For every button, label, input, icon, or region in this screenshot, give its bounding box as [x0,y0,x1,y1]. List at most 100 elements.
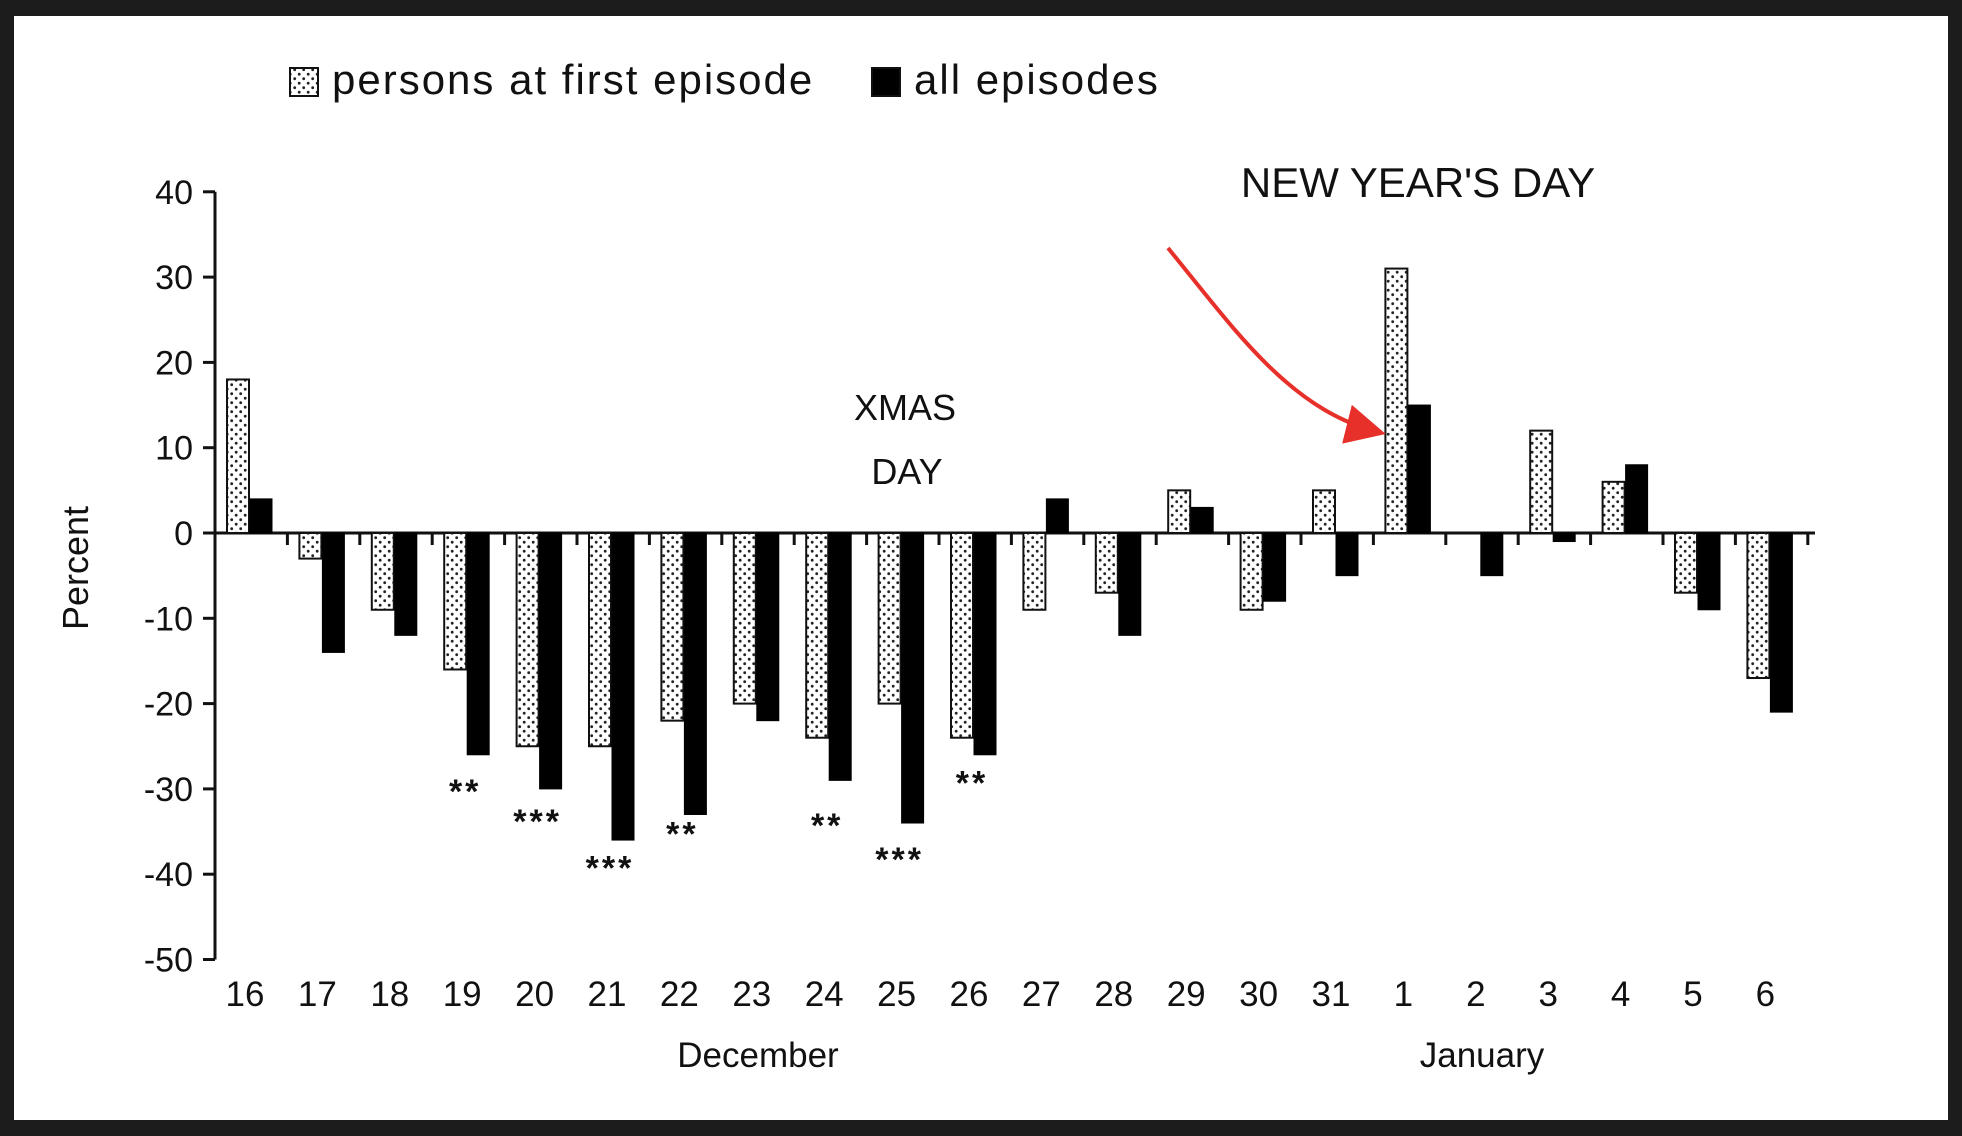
bar-persons-first-episode [370,532,395,611]
bar-persons-first-episode [732,532,757,705]
bar-persons-first-episode [950,532,974,739]
x-tick-label: 22 [660,975,699,1014]
bar-persons-first-episode [877,532,902,705]
bar-all-episodes [683,532,707,815]
bar-persons-first-episode [1022,532,1047,611]
bar-persons-first-episode [660,532,685,722]
x-tick-label: 25 [877,975,916,1014]
x-tick-label: 2 [1466,975,1485,1014]
bar-all-episodes [828,532,852,781]
bar-all-episodes [1625,464,1649,534]
bar-all-episodes [973,532,997,756]
x-tick-label: 24 [805,975,844,1014]
significance-marker: ** [449,773,481,811]
bar-persons-first-episode [1094,532,1119,594]
significance-markers: ********** ******* [449,764,988,888]
significance-marker: ** [956,764,988,802]
significance-marker: ** [811,807,843,845]
significance-marker: ** [666,816,698,854]
bar-all-episodes [539,532,563,790]
legend-swatch [871,67,901,97]
bar-persons-first-episode [226,378,250,534]
bar-all-episodes [1045,498,1069,534]
bar-persons-first-episode [1384,267,1409,534]
legend: persons at first episode all episodes [289,56,1160,103]
bar-all-episodes [1480,532,1504,577]
bar-all-episodes [611,532,635,841]
bar-all-episodes [1552,532,1576,543]
x-tick-label: 16 [226,975,265,1014]
bar-persons-first-episode [1601,480,1626,535]
x-tick-label: 3 [1538,975,1557,1014]
bar-all-episodes [1407,404,1431,534]
x-tick-label: 28 [1094,975,1133,1014]
y-tick-label: -20 [144,686,193,724]
y-tick-label: -40 [144,856,193,894]
annotation-xmas-line2: DAY [871,451,942,492]
y-tick-label: 10 [155,430,193,468]
month-label: December [677,1036,839,1075]
y-tick-label: 20 [155,344,193,382]
bar-all-episodes [1697,532,1721,611]
x-tick-labels: 16 17 18 19 20 21 22 23 24 25 26 27 28 29 30 31 1 2 3 4 5 6De… [226,975,1776,1075]
bar-persons-first-episode [443,532,468,671]
significance-marker: *** [586,850,635,888]
bar-all-episodes [1335,532,1359,577]
x-tick-label: 21 [588,975,627,1014]
bar-persons-first-episode [1312,489,1336,535]
significance-marker: *** [513,803,562,841]
y-tick-label: -30 [144,771,193,809]
annotations: XMAS DAY NEW YEAR'S DAY [854,159,1595,492]
y-tick-label: 0 [174,515,193,553]
bar-persons-first-episode [1239,532,1264,611]
bar-all-episodes [466,532,490,756]
month-label: January [1420,1036,1545,1075]
bar-persons-first-episode [515,532,540,748]
bar-persons-first-episode [1529,429,1554,535]
x-tick-label: 27 [1022,975,1061,1014]
bar-all-episodes [901,532,925,824]
bar-all-episodes [394,532,418,636]
x-tick-label: 20 [515,975,554,1014]
bar-all-episodes [1769,532,1793,713]
bar-all-episodes [1263,532,1287,602]
bar-persons-first-episode [298,532,323,560]
y-tick-label: 30 [155,259,193,297]
annotation-new-years-day: NEW YEAR'S DAY [1241,159,1595,206]
legend-label: persons at first episode [332,56,814,103]
x-tick-label: 19 [443,975,482,1014]
axes: 40 30 20 10 0 -10 -20 -30 -40 -50 Percent [55,174,1815,980]
bar-all-episodes [1118,532,1142,636]
bar-persons-first-episode [1674,532,1698,594]
x-tick-label: 30 [1239,975,1278,1014]
bars [226,267,1793,841]
x-tick-label: 29 [1167,975,1206,1014]
bar-all-episodes [321,532,345,653]
x-tick-label: 6 [1756,975,1775,1014]
y-tick-label: -10 [144,600,193,638]
annotation-xmas-line1: XMAS [854,387,956,428]
legend-swatch [289,67,319,97]
y-tick-label: -50 [144,942,193,980]
bar-all-episodes [1190,506,1214,534]
annotation-arrow [1166,246,1386,444]
bar-persons-first-episode [588,532,612,748]
bar-all-episodes [756,532,780,722]
bar-persons-first-episode [1746,532,1771,680]
x-tick-label: 17 [298,975,337,1014]
x-tick-label: 1 [1394,975,1413,1014]
bar-persons-first-episode [1167,489,1192,535]
y-axis-label: Percent [55,506,96,630]
x-tick-label: 18 [370,975,409,1014]
x-tick-label: 26 [950,975,989,1014]
y-tick-label: 40 [155,174,193,212]
x-tick-label: 4 [1611,975,1630,1014]
legend-label: all episodes [914,56,1160,103]
x-tick-label: 5 [1683,975,1702,1014]
bar-persons-first-episode [805,532,830,739]
x-tick-label: 23 [732,975,771,1014]
significance-marker: *** [875,841,924,879]
x-tick-label: 31 [1312,975,1351,1014]
bar-all-episodes [249,498,273,534]
